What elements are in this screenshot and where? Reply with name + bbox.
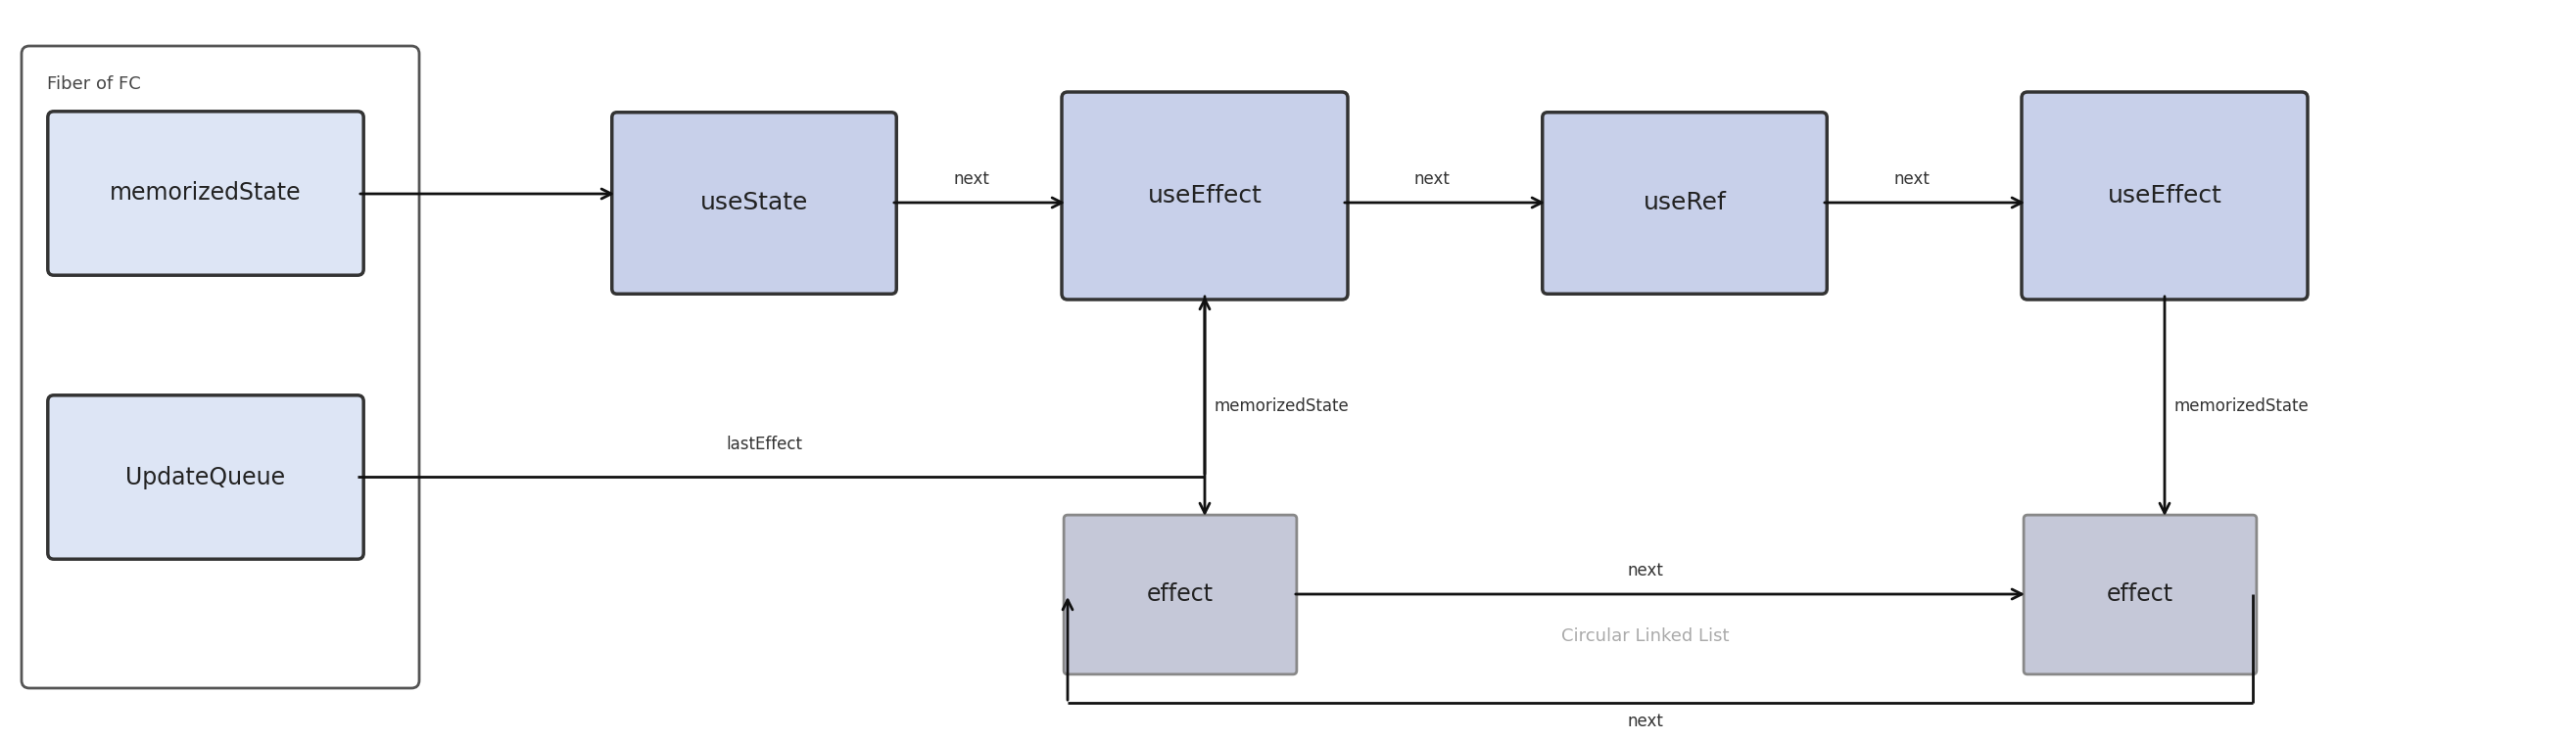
- Text: useEffect: useEffect: [1146, 184, 1262, 207]
- Text: useEffect: useEffect: [2107, 184, 2223, 207]
- Text: next: next: [1628, 713, 1664, 730]
- FancyBboxPatch shape: [49, 395, 363, 559]
- Text: effect: effect: [1146, 583, 1213, 606]
- Text: effect: effect: [2107, 583, 2174, 606]
- Text: useState: useState: [701, 192, 809, 215]
- Text: memorizedState: memorizedState: [2174, 397, 2308, 415]
- Text: memorizedState: memorizedState: [111, 181, 301, 205]
- Text: next: next: [1893, 170, 1929, 188]
- Text: next: next: [1628, 562, 1664, 579]
- FancyBboxPatch shape: [2022, 92, 2308, 300]
- FancyBboxPatch shape: [21, 46, 420, 688]
- Text: next: next: [1414, 170, 1450, 188]
- Text: Circular Linked List: Circular Linked List: [1561, 628, 1728, 645]
- Text: useRef: useRef: [1643, 192, 1726, 215]
- Text: Fiber of FC: Fiber of FC: [46, 75, 142, 93]
- FancyBboxPatch shape: [613, 112, 896, 294]
- Text: memorizedState: memorizedState: [1213, 397, 1350, 415]
- Text: next: next: [953, 170, 989, 188]
- FancyBboxPatch shape: [49, 112, 363, 275]
- FancyBboxPatch shape: [1543, 112, 1826, 294]
- FancyBboxPatch shape: [1061, 92, 1347, 300]
- Text: lastEffect: lastEffect: [726, 436, 801, 453]
- Text: UpdateQueue: UpdateQueue: [126, 465, 286, 489]
- FancyBboxPatch shape: [1064, 515, 1296, 674]
- FancyBboxPatch shape: [2025, 515, 2257, 674]
